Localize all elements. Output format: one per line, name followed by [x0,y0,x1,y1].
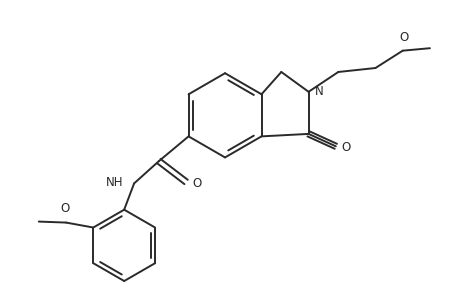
Text: O: O [341,141,350,154]
Text: O: O [398,31,408,44]
Text: NH: NH [106,176,123,189]
Text: O: O [192,177,202,190]
Text: N: N [314,85,323,98]
Text: O: O [60,202,69,215]
